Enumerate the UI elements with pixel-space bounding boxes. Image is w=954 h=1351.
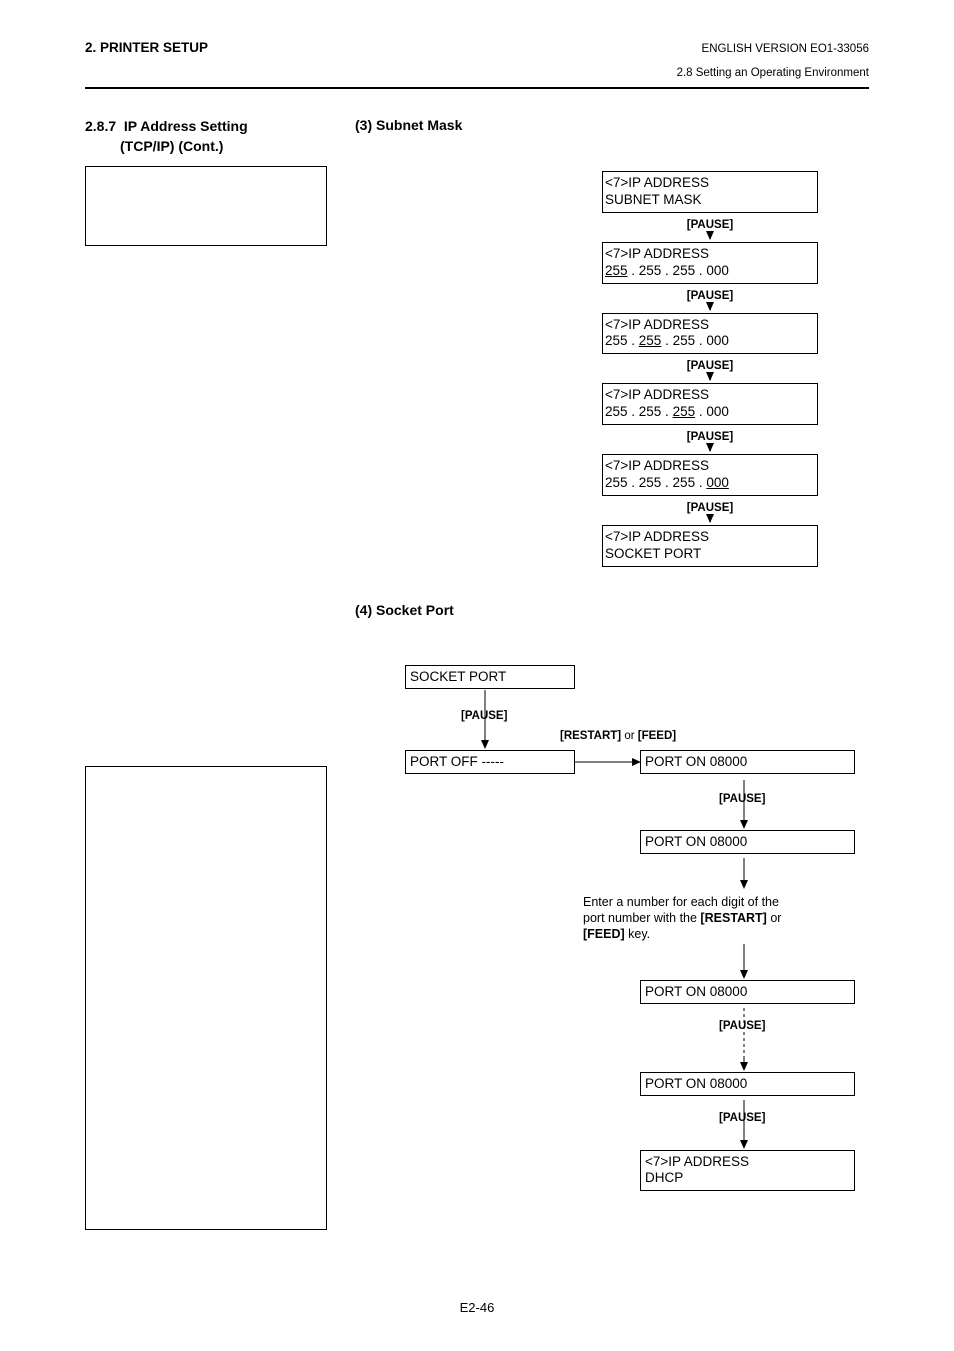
header-left: 2. PRINTER SETUP bbox=[85, 40, 208, 55]
subnet-box-5: <7>IP ADDRESS SOCKET PORT bbox=[602, 525, 818, 567]
subnet-box-1: <7>IP ADDRESS 255 . 255 . 255 . 000 bbox=[602, 242, 818, 284]
pause-label: [PAUSE] bbox=[687, 431, 733, 443]
note-box-2 bbox=[85, 766, 327, 1230]
left-column: 2.8.7 IP Address Setting (TCP/IP) (Cont.… bbox=[85, 117, 335, 1230]
port-on-box-1: PORT ON 08000 bbox=[640, 830, 855, 855]
pause-label: [PAUSE] bbox=[687, 219, 733, 231]
section-heading: 2.8.7 IP Address Setting (TCP/IP) (Cont.… bbox=[85, 117, 335, 156]
pause-label: [PAUSE] bbox=[687, 360, 733, 372]
restart-feed-label: [RESTART] or [FEED] bbox=[560, 730, 676, 742]
page-footer: E2-46 bbox=[85, 1300, 869, 1315]
subnet-box-0: <7>IP ADDRESS SUBNET MASK bbox=[602, 171, 818, 213]
port-on-box-2: PORT ON 08000 bbox=[640, 980, 855, 1005]
arrow-down-icon bbox=[710, 302, 711, 310]
arrow-down-icon bbox=[710, 231, 711, 239]
note-box-1 bbox=[85, 166, 327, 246]
arrow-down-icon bbox=[710, 514, 711, 522]
pause-label: [PAUSE] bbox=[719, 793, 765, 805]
header-rule bbox=[85, 87, 869, 89]
subnet-flow: <7>IP ADDRESS SUBNET MASK [PAUSE] <7>IP … bbox=[505, 171, 915, 567]
socket-flow: SOCKET PORT [PAUSE] [RESTART] or [FEED] … bbox=[355, 630, 915, 1190]
header-sub: 2.8 Setting an Operating Environment bbox=[85, 67, 869, 79]
pause-label: [PAUSE] bbox=[461, 710, 507, 722]
right-column: (3) Subnet Mask <7>IP ADDRESS SUBNET MAS… bbox=[355, 117, 915, 1230]
socket-heading: (4) Socket Port bbox=[355, 602, 915, 618]
pause-label: [PAUSE] bbox=[719, 1020, 765, 1032]
subnet-box-2: <7>IP ADDRESS 255 . 255 . 255 . 000 bbox=[602, 313, 818, 355]
subnet-box-3: <7>IP ADDRESS 255 . 255 . 255 . 000 bbox=[602, 383, 818, 425]
section-number: 2.8.7 bbox=[85, 118, 116, 134]
subnet-box-4: <7>IP ADDRESS 255 . 255 . 255 . 000 bbox=[602, 454, 818, 496]
port-off-box: PORT OFF ----- bbox=[405, 750, 575, 775]
dhcp-box: <7>IP ADDRESS DHCP bbox=[640, 1150, 855, 1192]
section-title-l2: (TCP/IP) (Cont.) bbox=[120, 138, 223, 154]
pause-label: [PAUSE] bbox=[687, 290, 733, 302]
socket-note: Enter a number for each digit of the por… bbox=[583, 894, 893, 943]
socket-port-box: SOCKET PORT bbox=[405, 665, 575, 690]
port-on-box-0: PORT ON 08000 bbox=[640, 750, 855, 775]
port-on-box-3: PORT ON 08000 bbox=[640, 1072, 855, 1097]
header-right: ENGLISH VERSION EO1-33056 bbox=[702, 43, 869, 55]
subnet-heading: (3) Subnet Mask bbox=[355, 117, 915, 133]
pause-label: [PAUSE] bbox=[687, 502, 733, 514]
arrow-down-icon bbox=[710, 443, 711, 451]
arrow-down-icon bbox=[710, 372, 711, 380]
pause-label: [PAUSE] bbox=[719, 1112, 765, 1124]
section-title-l1: IP Address Setting bbox=[124, 118, 248, 134]
